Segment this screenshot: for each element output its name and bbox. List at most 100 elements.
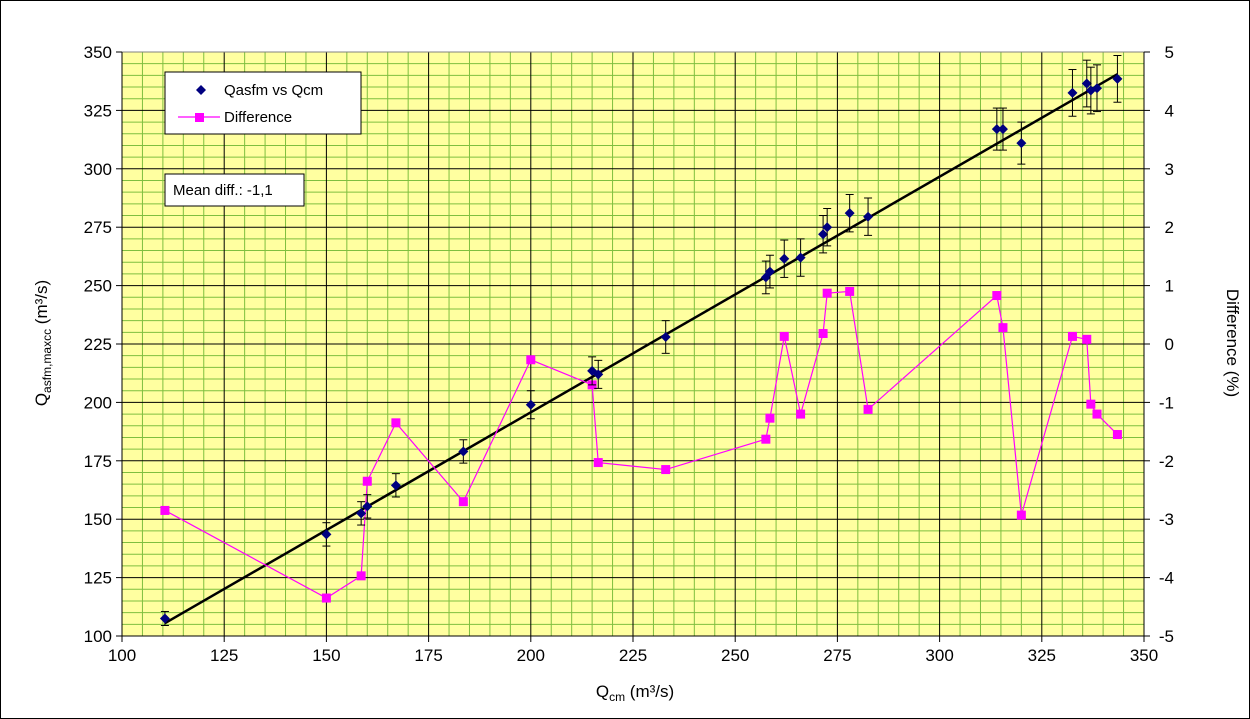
difference-point: [863, 404, 873, 414]
qasfm-point: [525, 399, 536, 410]
axes: 100 125 150 175 200 225 250 275 300 325 3501001251…: [84, 43, 1174, 665]
x-tick-label: 175: [414, 646, 442, 665]
y2-tick-label: 5: [1165, 43, 1174, 62]
y2-tick-label: -1: [1159, 393, 1174, 412]
annotation-box: [164, 173, 305, 207]
difference-point: [1086, 399, 1096, 409]
x-title-main: Q: [596, 682, 609, 701]
x-tick-label: 300: [925, 646, 953, 665]
difference-point: [998, 323, 1008, 333]
qasfm-point: [844, 208, 855, 219]
x-tick-label: 150: [312, 646, 340, 665]
qasfm-point: [1112, 73, 1123, 84]
y2-tick-label: -3: [1159, 510, 1174, 529]
difference-point: [796, 409, 806, 419]
y-tick-label: 175: [84, 452, 112, 471]
y-title-sub: asfm,maxcc: [40, 329, 54, 393]
difference-point: [391, 418, 401, 428]
qasfm-point: [1067, 87, 1078, 98]
y2-tick-label: 3: [1165, 160, 1174, 179]
legend-label-qasfm: Qasfm vs Qcm: [224, 82, 323, 99]
y-axis-title: Qasfm,maxcc (m³/s): [32, 280, 54, 406]
qasfm-point: [764, 266, 775, 277]
difference-point: [1092, 409, 1102, 419]
difference-point: [661, 465, 671, 475]
qasfm-point: [321, 529, 332, 540]
y-tick-label: 150: [84, 510, 112, 529]
qasfm-point: [1081, 78, 1092, 89]
qasfm-point: [356, 508, 367, 519]
y-tick-label: 100: [84, 627, 112, 646]
difference-point: [992, 291, 1002, 301]
y-tick-label: 225: [84, 335, 112, 354]
y2-tick-label: -5: [1159, 627, 1174, 646]
difference-point: [818, 328, 828, 338]
fit-line-group: [164, 73, 1119, 625]
y2-tick-label: -2: [1159, 452, 1174, 471]
y-tick-label: 300: [84, 160, 112, 179]
y-tick-label: 200: [84, 393, 112, 412]
legend-diamond-marker: [196, 85, 206, 95]
x-tick-label: 350: [1130, 646, 1158, 665]
y-title-unit: (m³/s): [32, 280, 51, 329]
difference-point: [761, 434, 771, 444]
y-tick-label: 125: [84, 569, 112, 588]
x-tick-label: 100: [108, 646, 136, 665]
y2-tick-label: 1: [1165, 277, 1174, 296]
x-tick-label: 325: [1028, 646, 1056, 665]
y2-tick-label: 2: [1165, 218, 1174, 237]
fit-line: [164, 73, 1119, 625]
y-tick-label: 250: [84, 277, 112, 296]
qasfm-point: [593, 369, 604, 380]
qasfm-point: [818, 229, 829, 240]
x-tick-label: 250: [721, 646, 749, 665]
legend-box: [164, 71, 362, 135]
qasfm-point: [362, 501, 373, 512]
y2-tick-label: -4: [1159, 569, 1174, 588]
difference-point: [362, 476, 372, 486]
qasfm-series: [159, 55, 1123, 626]
qasfm-point: [458, 446, 469, 457]
y2-tick-label: 4: [1165, 101, 1174, 120]
qasfm-point: [1016, 138, 1027, 149]
difference-point: [1016, 510, 1026, 520]
qasfm-point: [390, 480, 401, 491]
y-tick-label: 275: [84, 218, 112, 237]
y-title-main: Q: [32, 393, 51, 406]
qasfm-point: [1091, 83, 1102, 94]
difference-point: [458, 497, 468, 507]
legend-label-difference: Difference: [224, 109, 292, 126]
x-tick-label: 200: [517, 646, 545, 665]
difference-point: [822, 288, 832, 298]
x-axis-title: Qcm (m³/s): [596, 682, 674, 704]
mean-diff-annotation: Mean diff.: -1,1: [173, 182, 273, 199]
x-title-sub: cm: [609, 690, 625, 704]
difference-point: [160, 505, 170, 515]
difference-point: [1112, 430, 1122, 440]
qasfm-point: [997, 124, 1008, 135]
qasfm-point: [863, 211, 874, 222]
x-tick-label: 225: [619, 646, 647, 665]
difference-line: [164, 290, 1118, 599]
x-tick-label: 125: [210, 646, 238, 665]
difference-point: [593, 458, 603, 468]
qasfm-point: [822, 222, 833, 233]
qasfm-point: [991, 124, 1002, 135]
legend-square-marker: [195, 113, 204, 122]
qasfm-point: [795, 252, 806, 263]
qasfm-point: [779, 253, 790, 264]
difference-point: [356, 571, 366, 581]
y-tick-label: 325: [84, 101, 112, 120]
y2-axis-title: Difference (%): [1223, 289, 1242, 397]
difference-point: [845, 286, 855, 296]
difference-point: [765, 413, 775, 423]
difference-point: [526, 355, 536, 365]
x-title-unit: (m³/s): [625, 682, 674, 701]
difference-point: [321, 593, 331, 603]
x-tick-label: 275: [823, 646, 851, 665]
difference-point: [1082, 334, 1092, 344]
y-tick-label: 350: [84, 43, 112, 62]
difference-point: [1067, 331, 1077, 341]
qasfm-point: [159, 613, 170, 624]
